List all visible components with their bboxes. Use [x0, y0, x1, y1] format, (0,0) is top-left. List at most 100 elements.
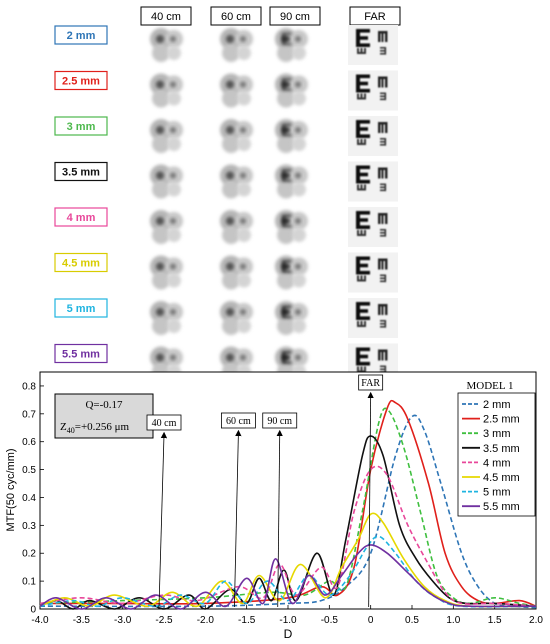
pupil-label-box	[54, 207, 108, 227]
pupil-row: 3 mm	[54, 116, 398, 156]
arrow-label: FAR	[361, 378, 380, 389]
x-tick-label: -2.0	[197, 615, 215, 626]
x-tick-label: 0	[368, 615, 374, 626]
simulated-image	[220, 210, 253, 244]
simulated-image	[150, 119, 183, 153]
legend-label: 2 mm	[483, 399, 511, 411]
x-tick-label: 1.5	[488, 615, 502, 626]
pupil-label-box	[54, 343, 108, 364]
far-image	[348, 161, 398, 202]
pupil-row: 2 mm	[54, 25, 398, 65]
pupil-label: 4 mm	[67, 212, 96, 224]
pupil-label: 2 mm	[67, 30, 96, 42]
x-tick-label: 2.0	[529, 615, 543, 626]
y-tick-label: 0.7	[22, 409, 36, 420]
z40-value: Z40=+0.256 μm	[60, 421, 130, 435]
far-image	[348, 252, 398, 293]
legend-item: 3 mm	[462, 428, 511, 440]
top-panel: 40 cm 60 cm 90 cm FAR 2 mm 2.5 mm 3 mm 3.5 …	[54, 6, 401, 384]
simulated-image	[275, 73, 308, 108]
arrow-label: 90 cm	[267, 416, 292, 427]
q-value: Q=-0.17	[85, 399, 123, 411]
legend-label: 2.5 mm	[483, 414, 520, 426]
pupil-label: 4.5 mm	[62, 258, 100, 270]
x-tick-label: -3.0	[114, 615, 132, 626]
legend-label: 3.5 mm	[483, 443, 520, 455]
legend-box	[457, 392, 536, 517]
legend-item: 2.5 mm	[462, 414, 520, 426]
legend-item: 4.5 mm	[462, 472, 520, 484]
series-line	[39, 544, 537, 610]
far-image	[348, 70, 398, 111]
series-lines	[39, 399, 537, 610]
vergence-arrows: 40 cm 60 cm 90 cm FAR	[146, 374, 384, 608]
y-tick-label: 0.4	[22, 493, 36, 504]
series-line	[39, 414, 537, 609]
simulated-image	[220, 28, 253, 62]
pupil-label-box	[54, 116, 108, 136]
pupil-row: 5 mm	[54, 298, 398, 338]
pupil-label: 2.5 mm	[62, 76, 100, 88]
far-image	[348, 207, 398, 247]
vergence-arrow: 60 cm	[220, 412, 256, 608]
x-axis-label: D	[284, 627, 293, 641]
column-header-label: 40 cm	[151, 11, 181, 23]
model-label: MODEL 1	[467, 380, 514, 392]
simulated-image	[220, 119, 253, 153]
x-tick-label: -1.0	[279, 615, 297, 626]
pupil-label: 5.5 mm	[62, 349, 100, 361]
legend: MODEL 1 2 mm 2.5 mm 3 mm 3.5 mm 4 mm 4.5 mm 5 …	[457, 380, 536, 517]
pupil-row: 2.5 mm	[54, 70, 398, 111]
y-axis: 0 0.1 0.2 0.3 0.4 0.5 0.6 0.7 0.8	[22, 381, 44, 616]
column-header-label: 60 cm	[221, 11, 251, 23]
simulated-image	[275, 210, 308, 244]
y-tick-label: 0.6	[22, 437, 36, 448]
simulated-image	[150, 73, 183, 108]
pupil-label: 5 mm	[67, 303, 96, 315]
legend-label: 4 mm	[483, 457, 511, 469]
y-tick-label: 0.5	[22, 465, 36, 476]
pupil-row: 4.5 mm	[54, 252, 398, 293]
simulated-image	[150, 164, 183, 199]
simulated-image	[220, 301, 253, 335]
pupil-label: 3 mm	[67, 121, 96, 133]
vergence-arrow: FAR	[358, 374, 384, 608]
x-tick-label: 0.5	[405, 615, 419, 626]
pupil-label-box	[54, 252, 108, 273]
pupil-label-box	[54, 161, 108, 182]
mtf-chart: 0 0.1 0.2 0.3 0.4 0.5 0.6 0.7 0.8 -4.0 -3.5 -3.0 -2…	[5, 371, 543, 641]
series-line	[39, 465, 537, 607]
legend-item: 2 mm	[462, 399, 511, 411]
arrow-label: 60 cm	[226, 416, 251, 427]
column-header-40cm: 40 cm	[140, 6, 192, 26]
pupil-label: 3.5 mm	[62, 167, 100, 179]
simulated-image	[150, 28, 183, 62]
simulated-image	[220, 164, 253, 199]
simulated-image	[275, 28, 308, 62]
y-tick-label: 0.8	[22, 381, 36, 392]
x-tick-label: -1.5	[238, 615, 256, 626]
simulated-image	[275, 164, 308, 199]
legend-label: 5 mm	[483, 487, 511, 499]
legend-item: 4 mm	[462, 457, 511, 469]
pupil-rows: 2 mm 2.5 mm 3 mm 3.5 mm 4 mm 4.5 mm 5 mm 5.5 mm	[54, 25, 398, 384]
simulated-image	[275, 119, 308, 153]
legend-item: 5 mm	[462, 487, 511, 499]
series-line	[40, 399, 537, 607]
y-tick-label: 0.3	[22, 521, 36, 532]
y-axis-label: MTF(50 cyc/mm)	[5, 448, 17, 531]
column-header-60cm: 60 cm	[210, 6, 262, 26]
far-image	[348, 25, 398, 65]
y-tick-label: 0.1	[22, 577, 36, 588]
legend-item: 3.5 mm	[462, 443, 520, 455]
simulated-image	[150, 255, 183, 290]
pupil-label-box	[54, 70, 108, 91]
legend-item: 5.5 mm	[462, 501, 520, 513]
simulated-image	[220, 73, 253, 108]
simulated-image	[150, 210, 183, 244]
pupil-label-box	[54, 25, 108, 45]
x-tick-label: -0.5	[321, 615, 339, 626]
x-axis: -4.0 -3.5 -3.0 -2.5 -2.0 -1.5 -1.0 -0.5 0 0.5 1.0 1…	[31, 605, 543, 626]
x-tick-label: -4.0	[31, 615, 49, 626]
